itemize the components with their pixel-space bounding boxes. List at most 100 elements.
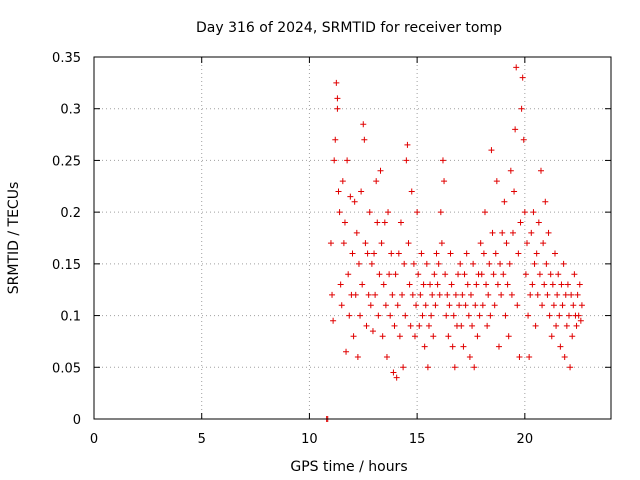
x-axis-title: GPS time / hours [290,459,407,475]
data-point [512,126,519,133]
data-point [513,64,520,71]
data-point [488,147,495,154]
data-point [439,157,446,164]
data-point [372,291,379,298]
axis-ticks [93,56,611,420]
data-point [449,343,456,350]
data-point [416,322,423,329]
data-point [545,229,552,236]
data-point [334,95,341,102]
data-point [565,312,572,319]
data-point [371,250,378,257]
data-point [559,302,566,309]
data-point [413,302,420,309]
data-point [530,209,537,216]
data-point [427,281,434,288]
data-point [367,302,374,309]
data-point [414,209,421,216]
data-point [345,271,352,278]
data-point [437,209,444,216]
data-point [543,260,550,267]
data-point [555,271,562,278]
data-point [343,348,350,355]
data-point [518,105,525,112]
data-point [573,322,580,329]
data-point [466,353,473,360]
data-point [415,271,422,278]
data-point [470,260,477,267]
data-point [460,343,467,350]
data-point [386,271,393,278]
data-point [532,322,539,329]
data-point [362,240,369,247]
data-point [553,322,560,329]
data-point [561,353,568,360]
data-point [390,369,397,376]
data-point [484,322,491,329]
data-point [402,312,409,319]
grid-lines [94,57,611,419]
data-point [480,250,487,257]
data-point [388,250,395,257]
data-point [483,281,490,288]
data-point [355,260,362,267]
data-point [357,312,364,319]
data-point [546,312,553,319]
data-point [544,291,551,298]
data-point [539,302,546,309]
data-point [548,333,555,340]
data-point [447,250,454,257]
data-point [571,271,578,278]
data-point [472,302,479,309]
data-point [421,343,428,350]
data-point [338,302,345,309]
data-point [331,157,338,164]
data-point [521,209,528,216]
data-point [354,353,361,360]
data-point [368,260,375,267]
data-point [485,291,492,298]
data-point [457,260,464,267]
data-point [378,240,385,247]
data-point [465,312,472,319]
data-point [430,333,437,340]
y-tick-label: 0.05 [52,361,81,376]
data-point [337,281,344,288]
data-point [377,167,384,174]
data-point [383,353,390,360]
y-tick-label: 0.2 [60,206,81,221]
data-point [395,250,402,257]
data-point [396,333,403,340]
data-point [327,240,334,247]
data-point [509,229,516,236]
data-point [563,322,570,329]
data-point [507,167,514,174]
data-point [459,291,466,298]
data-point [347,193,354,200]
data-point [442,271,449,278]
data-point [550,302,557,309]
data-point [410,260,417,267]
data-point [515,250,522,257]
data-point [443,312,450,319]
data-point [389,291,396,298]
data-point [564,281,571,288]
data-point [330,317,337,324]
x-tick-label: 15 [409,432,426,447]
data-point [352,291,359,298]
data-point [533,250,540,257]
data-point [401,260,408,267]
data-point [349,250,356,257]
data-point [369,328,376,335]
data-points [323,64,585,422]
data-point [424,364,431,371]
data-point [520,136,527,143]
data-point [350,333,357,340]
data-point [339,178,346,185]
data-point [340,240,347,247]
data-point [576,281,583,288]
data-point [432,302,439,309]
data-point [469,322,476,329]
data-point [464,281,471,288]
